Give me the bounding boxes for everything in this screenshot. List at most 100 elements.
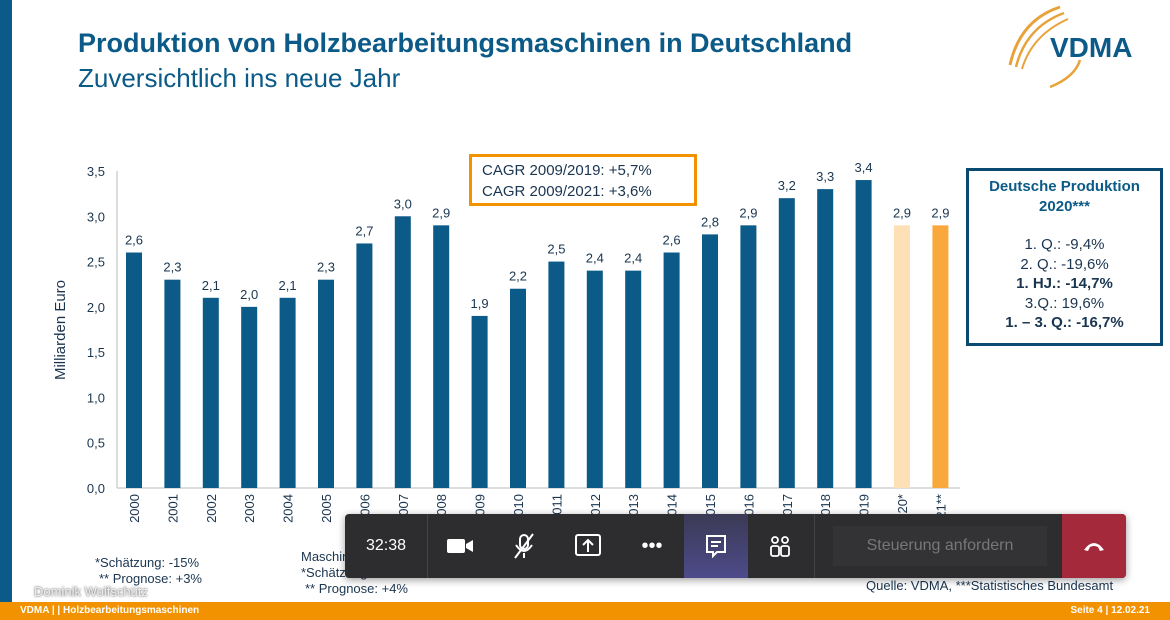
data-label: 2,4 [624, 251, 642, 266]
vdma-logo: VDMA [1008, 5, 1132, 89]
infobox-year: 2020*** [1039, 197, 1090, 215]
microphone-off-icon [514, 533, 534, 559]
x-tick-label: 2004 [281, 494, 296, 523]
x-tick-label: 2005 [319, 494, 334, 523]
bar-2002 [202, 297, 219, 488]
infobox-line: 2. Q.: -19,6% [1020, 255, 1109, 273]
y-tick-label: 1,0 [87, 390, 105, 405]
data-label: 2,1 [279, 278, 297, 293]
y-tick-label: 3,0 [87, 209, 105, 224]
bar-2018 [817, 189, 834, 488]
call-timer: 32:38 [345, 514, 428, 578]
data-label: 2,4 [586, 251, 604, 266]
bar-2010 [510, 288, 526, 488]
infobox-line: 1. – 3. Q.: -16,7% [1005, 314, 1124, 331]
svg-text:VDMA: VDMA [1050, 32, 1132, 63]
bar-2009 [471, 315, 488, 488]
bar-2019 [855, 180, 872, 489]
y-tick-label: 2,0 [87, 300, 105, 315]
y-tick-label: 3,5 [87, 164, 105, 179]
chat-button[interactable] [684, 514, 748, 578]
slide-title: Produktion von Holzbearbeitungsmaschinen… [78, 28, 853, 58]
footer-right: Seite 4 | 12.02.21 [1070, 605, 1150, 616]
y-tick-label: 0,0 [87, 481, 105, 496]
data-label: 2,9 [739, 205, 757, 220]
note-line: ** Prognose: +4% [305, 581, 408, 596]
data-label: 2,9 [432, 205, 450, 220]
bar-2016 [740, 225, 757, 489]
data-label: 3,2 [778, 178, 796, 193]
data-label: 2,0 [240, 287, 258, 302]
bar-2011 [548, 261, 565, 488]
bar-2003 [241, 306, 258, 488]
data-label: 2,8 [701, 214, 719, 229]
participants-button[interactable] [748, 514, 812, 578]
share-screen-button[interactable] [556, 514, 620, 578]
source-note: Quelle: VDMA, ***Statistisches Bundesamt [866, 578, 1114, 593]
x-tick-label: 2001 [165, 494, 180, 523]
x-tick-label: 2003 [242, 494, 257, 523]
more-icon: ••• [641, 534, 663, 557]
y-axis-label: Milliarden Euro [52, 280, 69, 380]
share-screen-icon [575, 534, 601, 556]
slide-subtitle: Zuversichtlich ins neue Jahr [78, 63, 401, 93]
meeting-toolbar: 32:38 ••• Steuerung anfordern [345, 514, 1126, 578]
request-control-button[interactable]: Steuerung anfordern [833, 526, 1047, 566]
more-options-button[interactable]: ••• [620, 514, 684, 578]
data-label: 1,9 [471, 296, 489, 311]
data-label: 2,3 [317, 260, 335, 275]
bar-2000 [126, 252, 142, 488]
bar-2007 [394, 216, 411, 489]
data-label: 2,9 [931, 205, 949, 220]
production-2020-box: Deutsche Produktion 2020*** 1. Q.: -9,4%… [966, 168, 1163, 346]
data-label: 2,3 [163, 260, 181, 275]
cagr-line: CAGR 2009/2021: +3,6% [482, 183, 652, 200]
infobox-line: 1. HJ.: -14,7% [1016, 275, 1113, 292]
infobox-line: 3.Q.: 19,6% [1024, 294, 1105, 312]
y-tick-label: 1,5 [87, 345, 105, 360]
bar-2013 [625, 270, 642, 488]
data-label: 3,4 [855, 160, 873, 175]
bar-2014 [663, 252, 680, 488]
camera-icon [447, 539, 473, 553]
data-label: 2,5 [547, 242, 565, 257]
data-label: 2,1 [202, 278, 220, 293]
participants-icon [770, 536, 790, 557]
footnote-left: *Schätzung: -15% ** Prognose: +3% [95, 555, 202, 587]
bar-2001 [164, 279, 181, 488]
bar-2004 [279, 297, 296, 488]
data-label: 3,3 [816, 169, 834, 184]
hang-up-icon [1084, 543, 1104, 551]
chat-icon [706, 535, 726, 558]
bar-2006 [356, 243, 373, 488]
bar-2015 [702, 234, 718, 488]
bar-2005 [318, 279, 334, 488]
bar-2017 [778, 198, 795, 488]
y-tick-label: 2,5 [87, 255, 105, 270]
x-tick-label: 2000 [127, 494, 142, 523]
bar-2008 [433, 225, 450, 489]
toolbar-divider [814, 514, 815, 578]
data-label: 2,6 [663, 233, 681, 248]
infobox-line: 1. Q.: -9,4% [1024, 236, 1105, 253]
data-label: 2,6 [125, 233, 143, 248]
note-line: ** Prognose: +3% [99, 571, 202, 586]
cagr-box: CAGR 2009/2019: +5,7% CAGR 2009/2021: +3… [469, 154, 697, 206]
slide-footer: VDMA | | Holzbearbeitungsmaschinen Seite… [0, 602, 1170, 620]
bar-2021** [932, 225, 949, 489]
camera-button[interactable] [428, 514, 492, 578]
y-tick-label: 0,5 [87, 436, 105, 451]
note-line: *Schätzung: -15% [95, 555, 200, 570]
bar-2012 [586, 270, 603, 488]
bar-2020* [894, 225, 910, 489]
x-tick-label: 2002 [204, 494, 219, 523]
mute-button[interactable] [492, 514, 556, 578]
cagr-line: CAGR 2009/2019: +5,7% [482, 162, 652, 179]
data-label: 2,9 [893, 205, 911, 220]
footer-left: VDMA | | Holzbearbeitungsmaschinen [20, 605, 200, 616]
data-label: 2,2 [509, 269, 527, 284]
infobox-title: Deutsche Produktion [989, 178, 1140, 195]
data-label: 3,0 [394, 196, 412, 211]
hang-up-button[interactable] [1062, 514, 1126, 578]
